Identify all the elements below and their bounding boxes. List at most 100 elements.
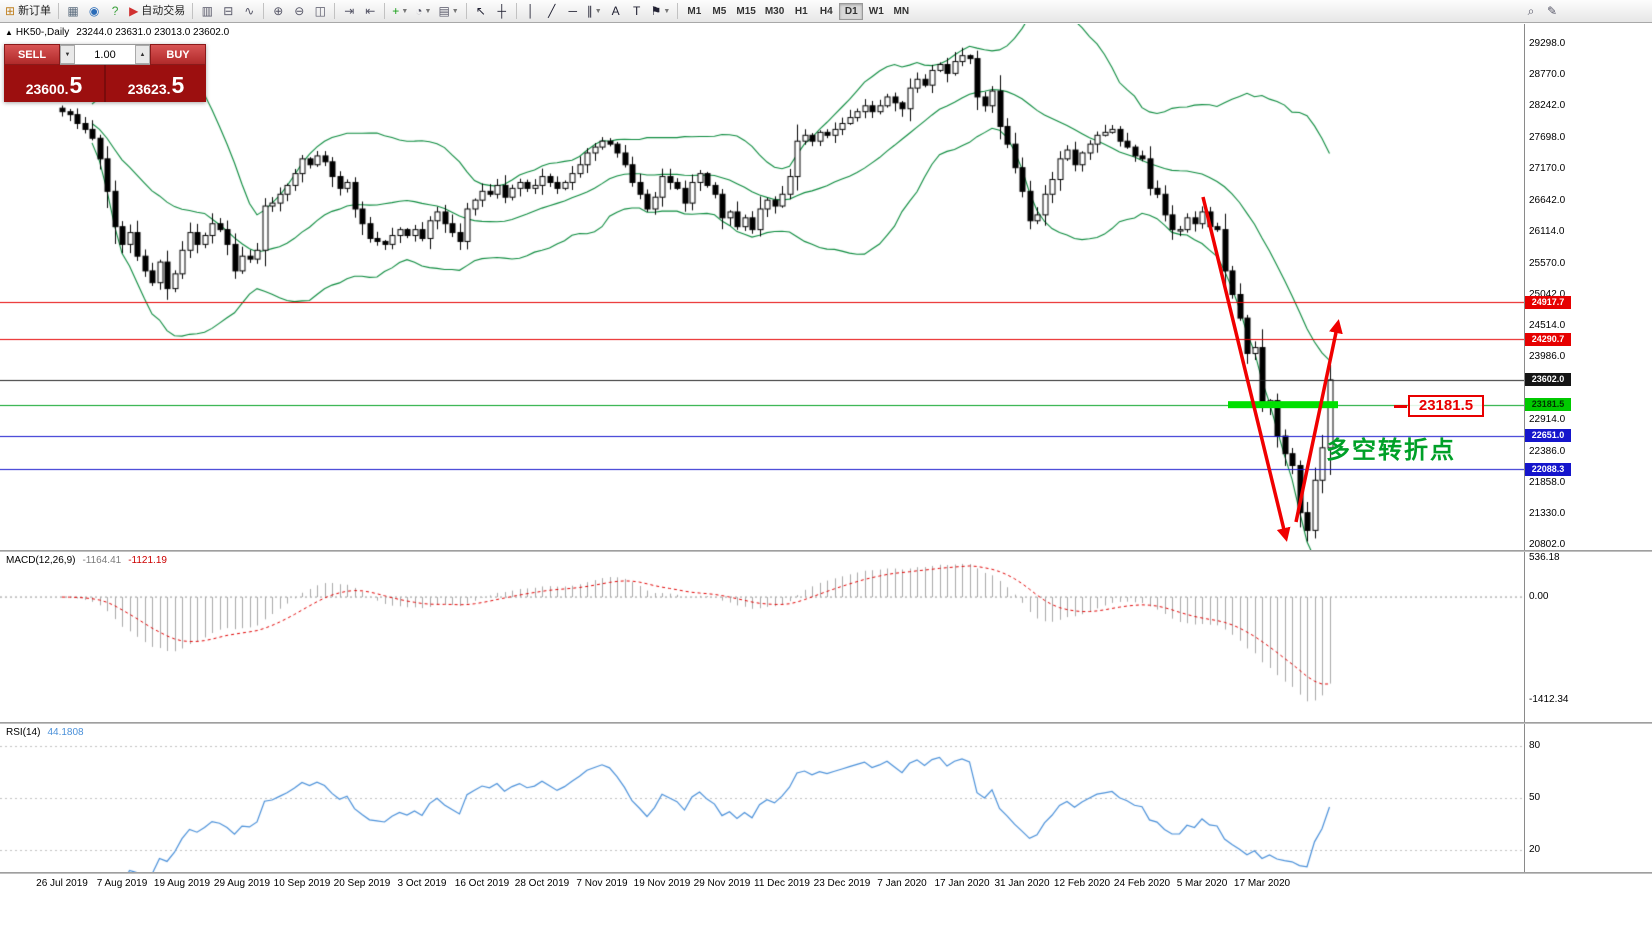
dropdown-arrow-icon: ▼ [663,7,671,15]
time-axis-label: 17 Mar 2020 [1233,878,1291,889]
volume-control: ▼ 1.00 ▲ [60,44,150,65]
time-axis-label: 7 Aug 2019 [96,878,148,889]
line-chart-button[interactable]: ∿ [239,2,259,20]
timeframe-m15[interactable]: M15 [732,3,759,20]
search-button[interactable]: ⌕ [1521,2,1541,20]
zoom-in-button[interactable]: ⊕ [268,2,288,20]
support-level-label[interactable]: 23181.5 [1408,395,1484,417]
compose-button[interactable]: ✎ [1542,2,1562,20]
new-order-button[interactable]: ⊞ 新订单 [2,2,54,20]
toolbar-separator [677,3,679,19]
rsi-indicator-canvas[interactable] [0,724,1524,872]
candlestick-button[interactable]: ⊟ [218,2,238,20]
price-scale-label: 27698.0 [1529,132,1566,144]
label-button[interactable]: T [627,2,647,20]
trendline-button[interactable]: ╱ [542,2,562,20]
chart-title: HK50-,Daily [15,27,70,38]
vertical-line-button[interactable]: │ [521,2,541,20]
macd-indicator-canvas[interactable] [0,552,1524,722]
support-label-connector [1394,405,1407,408]
text-button[interactable]: A [606,2,626,20]
sell-button[interactable]: SELL [4,44,60,65]
macd-scale-label: 0.00 [1529,591,1549,603]
crosshair-button[interactable]: ┼ [492,2,512,20]
ask-price[interactable]: 23623. 5 [106,65,206,102]
main-chart-canvas[interactable] [0,24,1524,550]
price-scale-label: 26114.0 [1529,225,1565,237]
buy-button[interactable]: BUY [150,44,206,65]
panel-separator-macd[interactable] [0,550,1652,552]
support-highlight-bar[interactable] [1228,401,1338,409]
toolbar-separator [192,3,194,19]
indicators-button[interactable]: + ▼ [389,2,411,20]
one-click-trading-widget: SELL ▼ 1.00 ▲ BUY 23600. 5 23623. 5 [4,44,206,102]
candlestick-icon: ⊟ [223,4,234,18]
charts-grid-button[interactable]: ▦ [63,2,83,20]
volume-input[interactable]: 1.00 [75,45,135,64]
price-scale-label: 28242.0 [1529,100,1566,112]
timeframe-mn[interactable]: MN [889,3,913,20]
auto-scroll-icon: ⇥ [344,4,355,18]
trend-arrow-down[interactable] [1201,196,1291,542]
price-scale-label: 21858.0 [1529,476,1566,488]
profile-button[interactable]: ◉ [84,2,104,20]
zoom-out-button[interactable]: ⊖ [289,2,309,20]
turning-point-text[interactable]: 多空转折点 [1326,437,1456,464]
chart-shift-icon: ⇤ [365,4,376,18]
time-axis-label: 10 Sep 2019 [273,878,331,889]
help-icon: ? [111,4,119,18]
macd-signal-value: -1121.19 [128,555,167,566]
channel-button[interactable]: ∥ ▼ [584,2,605,20]
timeframe-w1[interactable]: W1 [864,3,888,20]
chart-ohlc-values: 23244.0 23631.0 23013.0 23602.0 [76,27,230,38]
dropdown-arrow-icon: ▼ [401,7,409,15]
rsi-label: RSI(14) 44.1808 [6,727,84,738]
price-scale-label: 25570.0 [1529,257,1566,269]
bar-chart-button[interactable]: ▥ [197,2,217,20]
templates-button[interactable]: ▤ ▼ [435,2,461,20]
timeframe-m1[interactable]: M1 [682,3,706,20]
cursor-icon: ↖ [475,4,486,18]
time-axis-label: 12 Feb 2020 [1053,878,1111,889]
time-axis-label: 31 Jan 2020 [994,878,1050,889]
timeframe-h1[interactable]: H1 [789,3,813,20]
periods-button[interactable]: ◔ ▼ [412,2,434,20]
price-scale-border [1524,24,1525,874]
dropdown-arrow-icon: ▼ [451,7,459,15]
timeframe-m30[interactable]: M30 [761,3,788,20]
auto-scroll-button[interactable]: ⇥ [339,2,359,20]
macd-scale-label: -1412.34 [1529,694,1569,705]
macd-main-value: -1164.41 [82,555,122,566]
dropdown-arrow-icon: ▼ [424,7,432,15]
price-scale[interactable]: 29298.0 28770.0 28242.0 27698.0 27170.0 26642… [1525,24,1652,874]
new-order-icon: ⊞ [5,4,16,18]
time-axis-label: 26 Jul 2019 [36,878,88,889]
arrows-button[interactable]: ⚑ ▼ [648,2,674,20]
search-icon: ⌕ [1527,4,1535,18]
collapse-triangle-icon[interactable]: ▲ [5,28,13,37]
cursor-button[interactable]: ↖ [471,2,491,20]
timeframe-h4[interactable]: H4 [814,3,838,20]
help-button[interactable]: ? [105,2,125,20]
volume-down-button[interactable]: ▼ [60,45,75,64]
chart-shift-button[interactable]: ⇤ [360,2,380,20]
ask-price-fraction: 5 [171,72,185,98]
time-axis-label: 24 Feb 2020 [1113,878,1171,889]
panel-separator-bottom[interactable] [0,872,1652,874]
label-icon: T [632,4,641,18]
trend-arrow-up[interactable] [1294,319,1343,523]
price-scale-label: 27170.0 [1529,163,1566,175]
price-tag-23181.5: 23181.5 [1525,398,1571,412]
volume-up-button[interactable]: ▲ [135,45,150,64]
panel-separator-rsi[interactable] [0,722,1652,724]
time-axis[interactable]: 26 Jul 2019 7 Aug 2019 19 Aug 2019 29 Aug 2… [0,876,1524,894]
price-scale-label: 29298.0 [1529,38,1566,49]
timeframe-m5[interactable]: M5 [707,3,731,20]
autotrading-button[interactable]: ▶ 自动交易 [126,2,188,20]
tile-windows-button[interactable]: ◫ [310,2,330,20]
price-tag-22651.0: 22651.0 [1525,429,1571,443]
timeframe-d1[interactable]: D1 [839,2,864,20]
horizontal-line-button[interactable]: ─ [563,2,583,20]
price-scale-label: 24514.0 [1529,320,1566,332]
bid-price[interactable]: 23600. 5 [4,65,104,102]
